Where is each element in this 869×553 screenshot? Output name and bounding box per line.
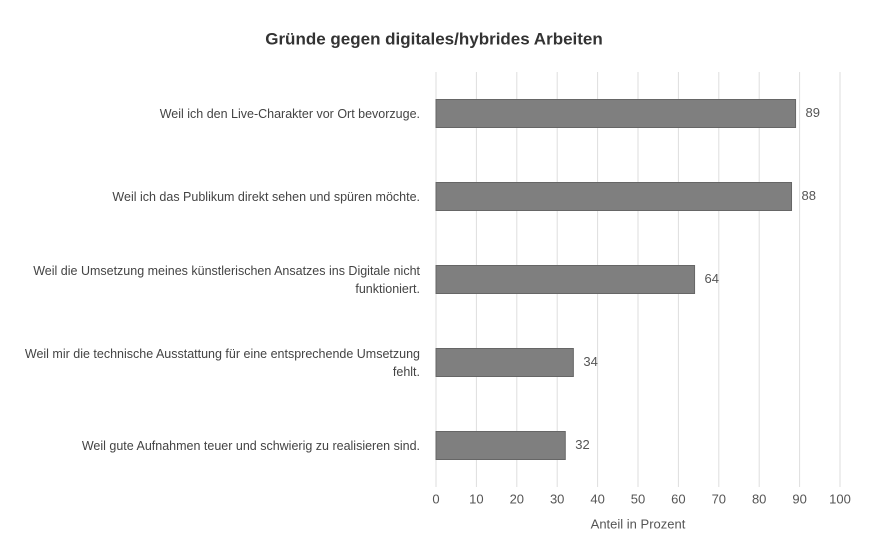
bar [435, 265, 696, 294]
x-tick-label: 70 [712, 491, 726, 506]
x-tick-label: 40 [590, 491, 604, 506]
x-tick-label: 90 [792, 491, 806, 506]
chart-title: Gründe gegen digitales/hybrides Arbeiten [265, 29, 603, 48]
y-tick-label: Weil die Umsetzung meines künstlerischen… [33, 263, 420, 296]
x-tick-label: 0 [432, 491, 439, 506]
bar [435, 99, 797, 128]
value-label: 32 [575, 437, 589, 452]
y-tick-label: Weil gute Aufnahmen teuer und schwierig … [81, 438, 420, 453]
x-axis-label: Anteil in Prozent [591, 516, 686, 531]
x-tick-label: 50 [631, 491, 645, 506]
value-label: 89 [806, 105, 820, 120]
y-tick-label: Weil ich den Live-Charakter vor Ort bevo… [159, 106, 420, 121]
y-tick-label: Weil ich das Publikum direkt sehen und s… [112, 189, 420, 204]
x-tick-label: 20 [510, 491, 524, 506]
value-label: 34 [583, 354, 597, 369]
x-tick-label: 100 [829, 491, 851, 506]
value-label: 88 [802, 188, 816, 203]
x-tick-label: 30 [550, 491, 564, 506]
bar [435, 431, 566, 460]
value-label: 64 [705, 271, 719, 286]
x-tick-label: 10 [469, 491, 483, 506]
bar [435, 348, 574, 377]
y-tick-label: Weil mir die technische Ausstattung für … [24, 346, 420, 379]
bar [435, 182, 793, 211]
x-tick-label: 60 [671, 491, 685, 506]
x-tick-label: 80 [752, 491, 766, 506]
